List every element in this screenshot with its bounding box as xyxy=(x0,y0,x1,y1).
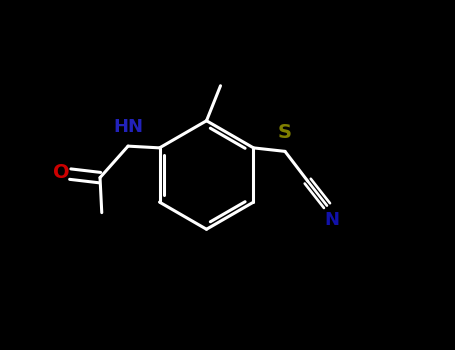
Text: S: S xyxy=(278,122,292,141)
Text: N: N xyxy=(325,211,340,229)
Text: HN: HN xyxy=(113,118,143,135)
Text: O: O xyxy=(53,163,70,182)
